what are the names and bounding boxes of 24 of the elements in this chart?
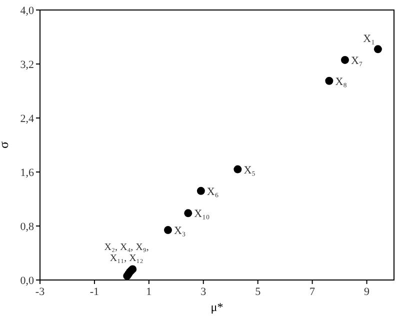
annotation: X₁₀ [194, 208, 210, 220]
y-tick-label: 2,4 [20, 112, 34, 125]
annotation: X₅ [244, 164, 256, 176]
x-tick-label: -3 [35, 286, 46, 298]
annotation: X₁ [363, 33, 376, 46]
y-axis-title: σ [0, 141, 11, 149]
x-axis-title: μ* [210, 300, 224, 314]
annotation: X₂, X₄, X₉, [104, 242, 149, 254]
x-tick-label: 7 [310, 286, 316, 298]
annotation: X₇ [350, 54, 363, 67]
y-tick-label: 0,0 [20, 274, 34, 287]
annotation: X₃ [174, 225, 186, 238]
x-tick-label: 3 [200, 286, 207, 298]
annotation: X₆ [206, 186, 219, 198]
annotation: X₈ [335, 76, 348, 88]
y-tick-label: 3,2 [20, 58, 34, 71]
y-tick-label: 0,8 [20, 220, 34, 233]
annotation: X₁₁, X₁₂ [110, 253, 144, 264]
x-tick-label: -1 [90, 286, 100, 298]
x-tick-label: 1 [146, 286, 152, 298]
y-tick-label: 1,6 [20, 166, 34, 179]
x-tick-label: 9 [364, 286, 370, 298]
x-tick-label: 5 [255, 286, 262, 298]
y-tick-label: 4,0 [20, 4, 34, 17]
